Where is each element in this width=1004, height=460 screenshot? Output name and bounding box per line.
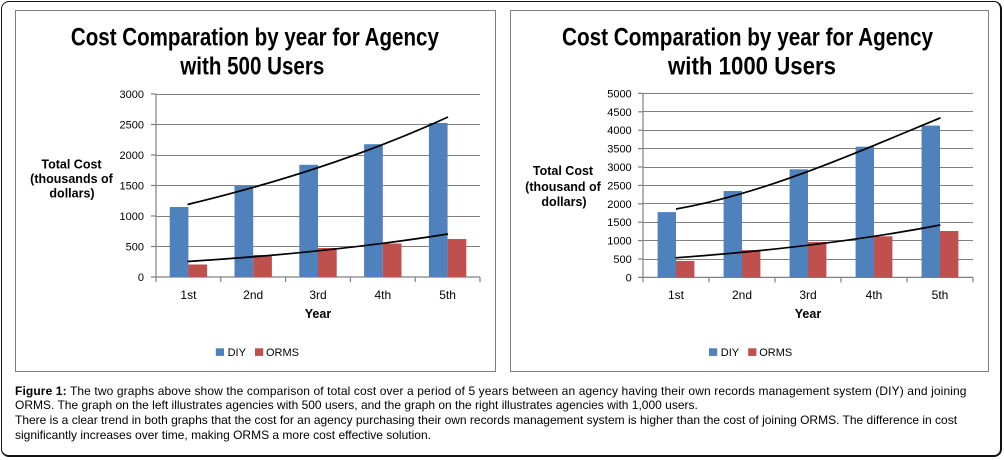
- svg-text:DIY: DIY: [721, 347, 740, 359]
- svg-text:Total Cost: Total Cost: [41, 158, 102, 172]
- svg-text:2000: 2000: [120, 150, 144, 162]
- svg-text:1st: 1st: [180, 288, 197, 302]
- svg-text:3000: 3000: [120, 89, 144, 101]
- svg-text:2500: 2500: [607, 180, 631, 192]
- svg-text:5000: 5000: [607, 88, 631, 100]
- svg-text:500: 500: [613, 254, 631, 266]
- svg-text:4th: 4th: [866, 288, 883, 302]
- svg-text:0: 0: [626, 272, 632, 284]
- svg-text:500: 500: [126, 242, 144, 254]
- svg-text:3000: 3000: [607, 162, 631, 174]
- svg-text:4500: 4500: [607, 107, 631, 119]
- svg-text:3rd: 3rd: [799, 288, 816, 302]
- svg-text:3rd: 3rd: [309, 288, 326, 302]
- svg-text:with 500 Users: with 500 Users: [179, 52, 324, 80]
- svg-text:Year: Year: [305, 307, 332, 321]
- svg-text:with 1000 Users: with 1000 Users: [667, 52, 836, 80]
- svg-text:ORMS: ORMS: [266, 347, 299, 359]
- svg-text:4000: 4000: [607, 125, 631, 137]
- svg-text:1500: 1500: [120, 181, 144, 193]
- svg-text:2000: 2000: [607, 199, 631, 211]
- svg-text:2500: 2500: [120, 120, 144, 132]
- svg-text:Year: Year: [795, 307, 822, 321]
- svg-text:Total Cost: Total Cost: [533, 164, 594, 178]
- svg-text:Cost Comparation by year for A: Cost Comparation by year for Agency: [562, 23, 933, 51]
- svg-text:1500: 1500: [607, 217, 631, 229]
- svg-text:1000: 1000: [120, 211, 144, 223]
- svg-text:0: 0: [138, 272, 144, 284]
- svg-text:(thousands of: (thousands of: [30, 172, 113, 186]
- svg-text:4th: 4th: [374, 288, 391, 302]
- svg-text:2nd: 2nd: [732, 288, 752, 302]
- svg-text:3500: 3500: [607, 144, 631, 156]
- svg-text:1000: 1000: [607, 236, 631, 248]
- svg-text:DIY: DIY: [228, 347, 247, 359]
- svg-text:1st: 1st: [668, 288, 685, 302]
- svg-text:dollars): dollars): [49, 187, 94, 201]
- svg-text:5th: 5th: [439, 288, 456, 302]
- svg-text:dollars): dollars): [541, 195, 586, 209]
- svg-text:Cost Comparation by year for A: Cost Comparation by year for Agency: [71, 23, 439, 51]
- svg-text:2nd: 2nd: [243, 288, 263, 302]
- svg-text:ORMS: ORMS: [759, 347, 792, 359]
- svg-text:(thousand of: (thousand of: [525, 180, 602, 194]
- svg-text:5th: 5th: [932, 288, 949, 302]
